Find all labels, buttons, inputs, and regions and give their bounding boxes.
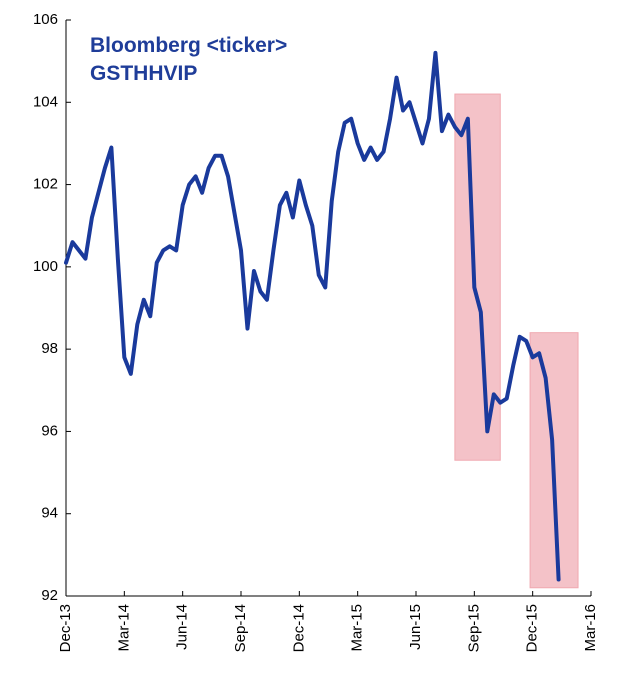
x-tick-label: Jun-14 xyxy=(174,604,191,650)
y-tick-label: 104 xyxy=(33,93,58,110)
y-tick-label: 98 xyxy=(41,340,58,357)
x-tick-label: Jun-15 xyxy=(407,604,424,650)
y-tick-label: 100 xyxy=(33,258,58,275)
x-tick-label: Mar-15 xyxy=(349,604,366,652)
chart-title: Bloomberg <ticker> xyxy=(90,34,287,57)
x-tick-label: Sep-15 xyxy=(465,604,482,652)
y-tick-label: 94 xyxy=(41,505,58,522)
x-tick-label: Mar-16 xyxy=(582,604,599,652)
x-tick-label: Mar-14 xyxy=(115,604,132,652)
y-tick-label: 102 xyxy=(33,176,58,193)
x-tick-label: Sep-14 xyxy=(232,604,249,652)
chart-subtitle: GSTHHVIP xyxy=(90,62,197,85)
y-tick-label: 96 xyxy=(41,422,58,439)
y-tick-label: 106 xyxy=(33,11,58,28)
y-tick-label: 92 xyxy=(41,587,58,604)
x-tick-label: Dec-15 xyxy=(524,604,541,652)
x-tick-label: Dec-13 xyxy=(57,604,74,652)
x-tick-label: Dec-14 xyxy=(290,604,307,652)
data-line xyxy=(64,50,561,582)
